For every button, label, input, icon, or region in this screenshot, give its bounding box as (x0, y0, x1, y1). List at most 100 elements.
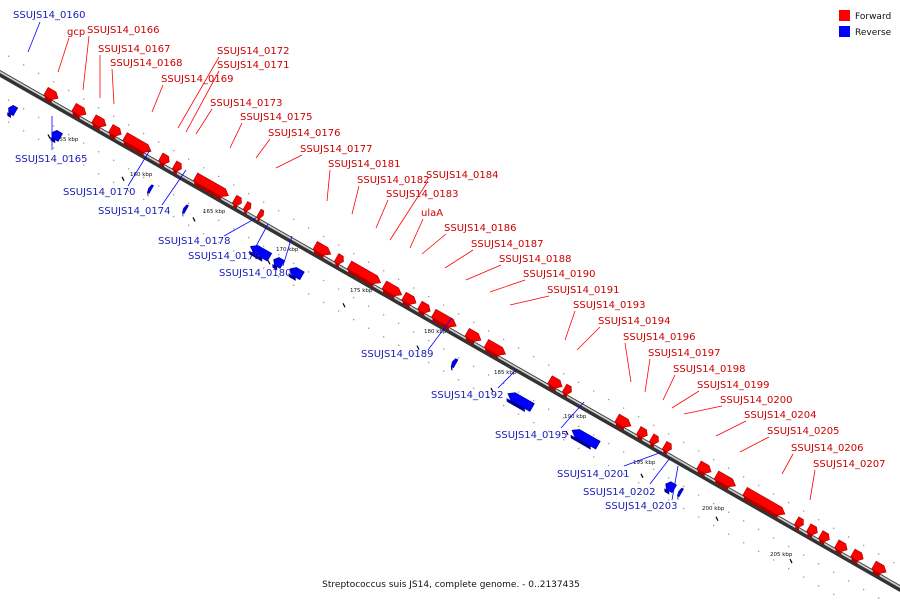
gene-label-ssujs14-0181[interactable]: SSUJS14_0181 (328, 159, 401, 170)
gene-arrow-reverse[interactable] (5, 104, 19, 118)
gene-label-ssujs14-0169[interactable]: SSUJS14_0169 (161, 74, 234, 85)
gene-label-ssujs14-0195[interactable]: SSUJS14_0195 (495, 430, 568, 441)
gene-label-ssujs14-0172[interactable]: SSUJS14_0172 (217, 46, 290, 57)
gene-label-ssujs14-0177[interactable]: SSUJS14_0177 (300, 144, 373, 155)
gene-label-ssujs14-0206[interactable]: SSUJS14_0206 (791, 443, 864, 454)
gene-label-ssujs14-0175[interactable]: SSUJS14_0175 (240, 112, 313, 123)
track-dot (158, 207, 160, 209)
gene-arrow-reverse[interactable] (48, 129, 63, 144)
gene-label-ssujs14-0183[interactable]: SSUJS14_0183 (386, 189, 459, 200)
gene-label-ssujs14-0193[interactable]: SSUJS14_0193 (573, 300, 646, 311)
gene-label-ssujs14-0166[interactable]: SSUJS14_0166 (87, 25, 160, 36)
gene-arrow-reverse[interactable] (675, 487, 684, 500)
gene-label-ssujs14-0179[interactable]: SSUJS14_0179 (188, 251, 261, 262)
gene-arrow-forward[interactable] (713, 470, 738, 492)
gene-arrow-reverse[interactable] (568, 426, 601, 451)
gene-arrow-forward[interactable] (416, 300, 432, 317)
gene-label-ssujs14-0167[interactable]: SSUJS14_0167 (98, 44, 171, 55)
gene-label-ssujs14-0204[interactable]: SSUJS14_0204 (744, 410, 817, 421)
track-dot (533, 421, 535, 424)
gene-arrow-forward[interactable] (311, 241, 333, 260)
gene-arrow-forward[interactable] (817, 530, 832, 546)
gene-label-ssujs14-0190[interactable]: SSUJS14_0190 (523, 269, 596, 280)
track-dot (323, 301, 325, 304)
gene-arrow-reverse[interactable] (247, 242, 273, 263)
gene-label-ssujs14-0201[interactable]: SSUJS14_0201 (557, 469, 630, 480)
gene-arrow-reverse[interactable] (145, 184, 154, 197)
gene-arrow-forward[interactable] (635, 426, 650, 442)
gene-arrow-forward[interactable] (483, 339, 508, 360)
gene-label-ssujs14-0168[interactable]: SSUJS14_0168 (110, 58, 183, 69)
label-leader-line (151, 84, 164, 113)
gene-arrow-forward[interactable] (346, 260, 383, 289)
gene-label-ssujs14-0202[interactable]: SSUJS14_0202 (583, 487, 656, 498)
gene-arrow-forward[interactable] (192, 172, 231, 202)
gene-arrow-forward[interactable] (741, 487, 787, 520)
gene-label-ssujs14-0189[interactable]: SSUJS14_0189 (361, 349, 434, 360)
gene-label-ssujs14-0180[interactable]: SSUJS14_0180 (219, 268, 292, 279)
gene-arrow-reverse[interactable] (286, 265, 305, 282)
gene-arrow-forward[interactable] (121, 132, 153, 158)
gene-arrow-forward[interactable] (561, 383, 574, 399)
gene-label-ssujs14-0203[interactable]: SSUJS14_0203 (605, 501, 678, 512)
gene-arrow-forward[interactable] (870, 560, 888, 578)
gene-arrow-forward[interactable] (333, 253, 346, 268)
gene-label-ssujs14-0197[interactable]: SSUJS14_0197 (648, 348, 721, 359)
gene-arrow-forward[interactable] (157, 152, 172, 168)
gene-arrow-forward[interactable] (231, 194, 244, 210)
gene-label-ssujs14-0205[interactable]: SSUJS14_0205 (767, 426, 840, 437)
gene-label-ssujs14-0207[interactable]: SSUJS14_0207 (813, 459, 886, 470)
gene-label-ssujs14-0198[interactable]: SSUJS14_0198 (673, 364, 746, 375)
track-dot (413, 353, 415, 355)
gene-arrow-forward[interactable] (849, 548, 865, 565)
label-leader-line (253, 223, 269, 251)
gene-label-ssujs14-0174[interactable]: SSUJS14_0174 (98, 206, 171, 217)
gene-arrow-forward[interactable] (171, 160, 184, 175)
gene-arrow-forward[interactable] (613, 413, 633, 432)
gene-arrow-forward[interactable] (833, 539, 849, 556)
gene-arrow-forward[interactable] (255, 208, 266, 223)
gene-arrow-forward[interactable] (107, 124, 123, 140)
gene-arrow-forward[interactable] (42, 86, 60, 104)
gene-label-ssujs14-0184[interactable]: SSUJS14_0184 (426, 170, 499, 181)
gene-label-ssujs14-0188[interactable]: SSUJS14_0188 (499, 254, 572, 265)
gene-arrow-forward[interactable] (463, 327, 483, 346)
gene-label-ssujs14-0160[interactable]: SSUJS14_0160 (13, 10, 86, 21)
gene-arrow-reverse[interactable] (504, 390, 535, 414)
track-dot (773, 559, 775, 561)
gene-arrow-forward[interactable] (793, 516, 806, 531)
gene-arrow-reverse[interactable] (662, 480, 677, 495)
gene-label-ssujs14-0173[interactable]: SSUJS14_0173 (210, 98, 283, 109)
gene-label-ssujs14-0182[interactable]: SSUJS14_0182 (357, 175, 430, 186)
gene-label-ssujs14-0192[interactable]: SSUJS14_0192 (431, 390, 504, 401)
gene-arrow-forward[interactable] (90, 114, 108, 132)
gene-label-ssujs14-0165[interactable]: SSUJS14_0165 (15, 154, 88, 165)
gene-arrow-forward[interactable] (70, 102, 88, 120)
gene-label-ssujs14-0199[interactable]: SSUJS14_0199 (697, 380, 770, 391)
gene-label-ssujs14-0191[interactable]: SSUJS14_0191 (547, 285, 620, 296)
gene-label-gcp[interactable]: gcp (67, 27, 85, 38)
gene-arrow-forward[interactable] (695, 460, 713, 478)
gene-label-ssujs14-0187[interactable]: SSUJS14_0187 (471, 239, 544, 250)
gene-label-ssujs14-0194[interactable]: SSUJS14_0194 (598, 316, 671, 327)
gene-arrow-forward[interactable] (400, 291, 418, 309)
gene-label-ulaa[interactable]: ulaA (421, 208, 443, 219)
gene-arrow-forward[interactable] (648, 433, 661, 448)
gene-label-ssujs14-0186[interactable]: SSUJS14_0186 (444, 223, 517, 234)
gene-label-ssujs14-0171[interactable]: SSUJS14_0171 (217, 60, 290, 71)
gene-label-ssujs14-0178[interactable]: SSUJS14_0178 (158, 236, 231, 247)
gene-label-ssujs14-0200[interactable]: SSUJS14_0200 (720, 395, 793, 406)
gene-label-ssujs14-0196[interactable]: SSUJS14_0196 (623, 332, 696, 343)
gene-arrow-reverse[interactable] (449, 358, 459, 371)
label-leader-line (409, 218, 424, 249)
gene-arrow-forward[interactable] (805, 523, 820, 539)
gene-label-ssujs14-0176[interactable]: SSUJS14_0176 (268, 128, 341, 139)
track-dot (113, 181, 115, 183)
gene-arrow-forward[interactable] (242, 201, 253, 215)
gene-arrow-forward[interactable] (381, 280, 404, 301)
gene-arrow-reverse[interactable] (270, 256, 285, 271)
gene-label-ssujs14-0170[interactable]: SSUJS14_0170 (63, 187, 136, 198)
gene-arrow-forward[interactable] (546, 375, 564, 393)
gene-arrow-reverse[interactable] (180, 204, 189, 217)
gene-arrow-forward[interactable] (661, 440, 674, 456)
